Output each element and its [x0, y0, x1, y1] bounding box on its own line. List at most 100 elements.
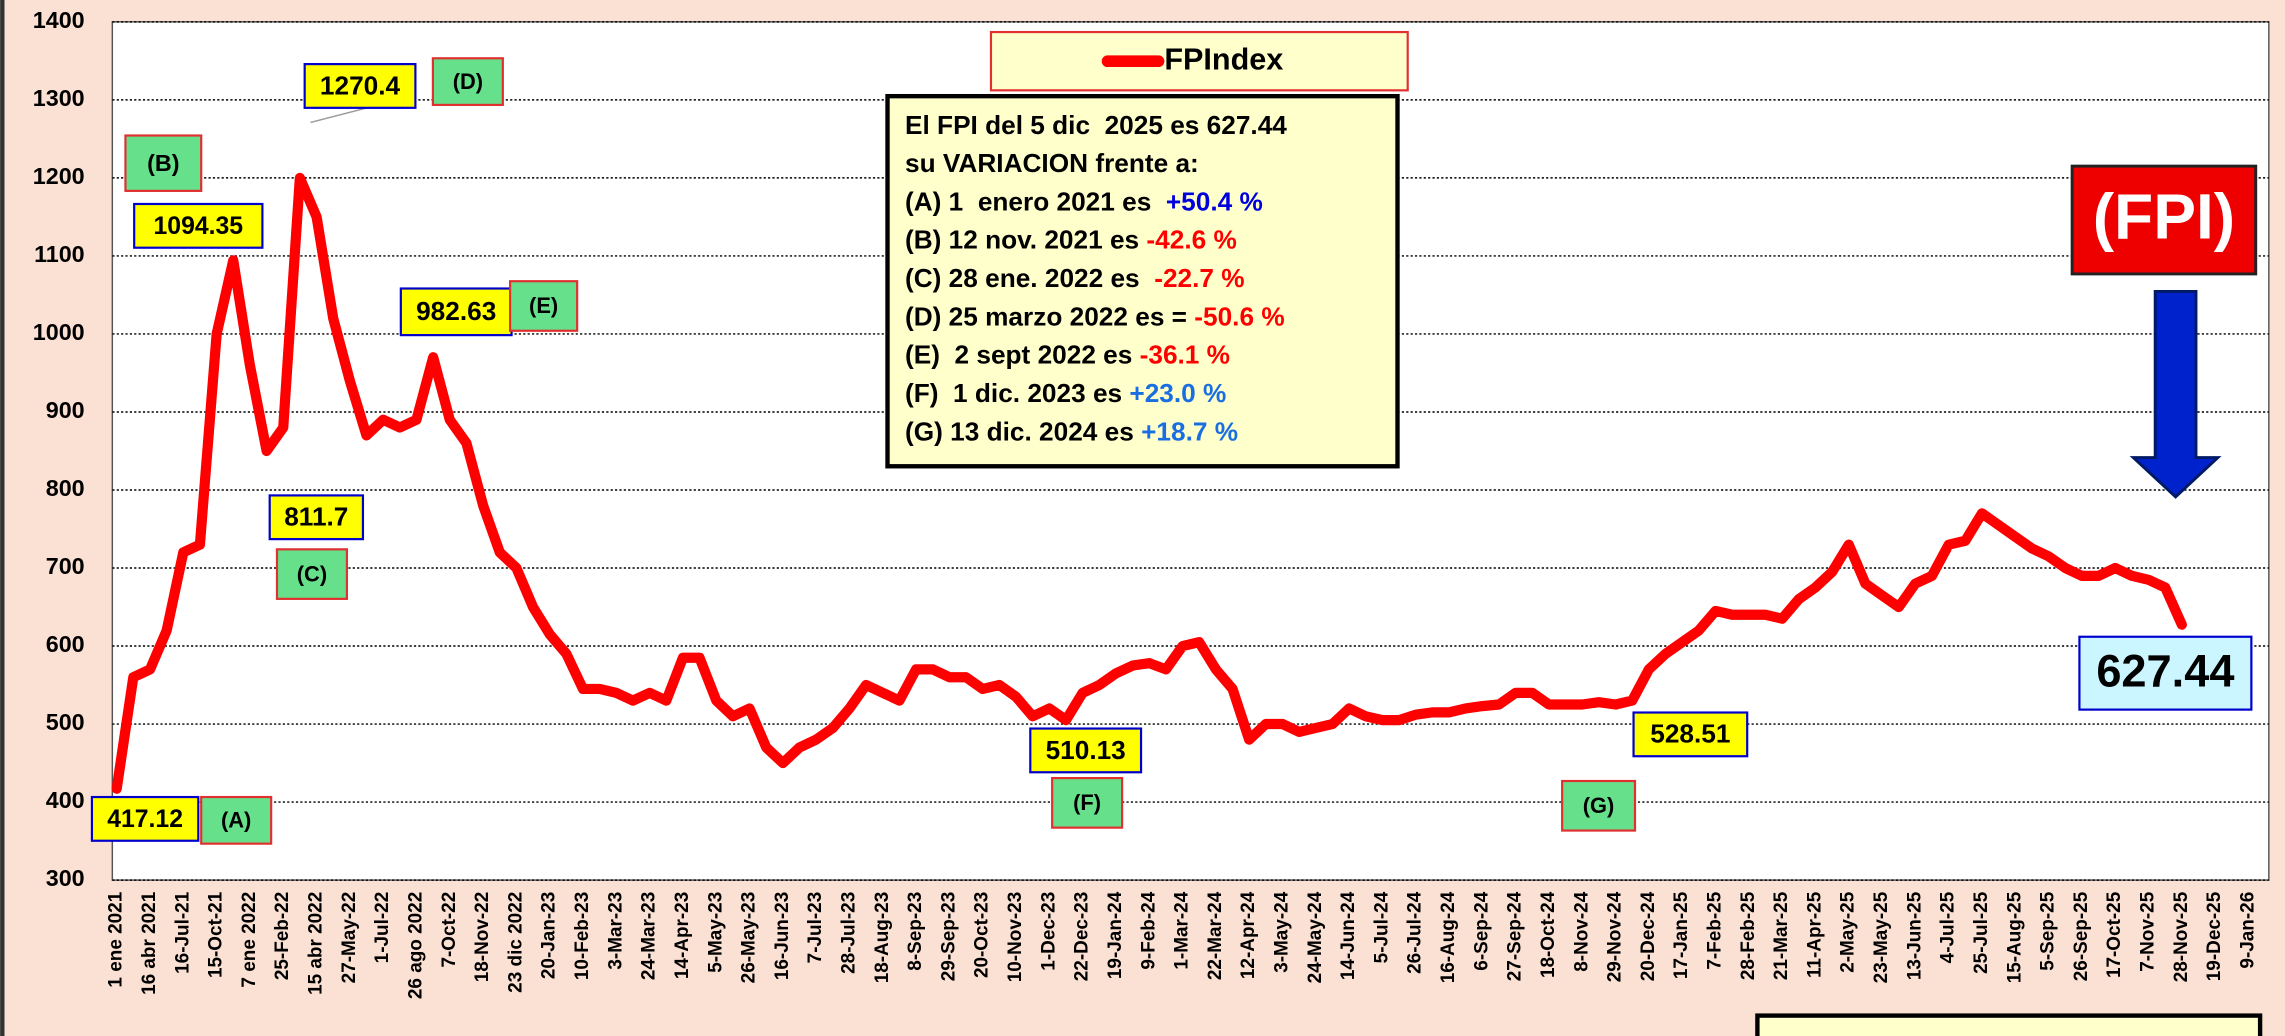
x-tick-label: 23-May-25 [1871, 892, 1892, 984]
annotation-box [200, 795, 273, 845]
y-tick-label: 800 [46, 475, 85, 501]
info-text: (G) 13 dic. 2024 es [905, 416, 1141, 446]
x-tick-label: 26 ago 2022 [405, 892, 426, 999]
x-tick-label: 24-May-24 [1305, 891, 1326, 983]
info-line: (C) 28 ene. 2022 es -22.7 % [905, 263, 1245, 293]
x-tick-label: 1-Dec-23 [1038, 892, 1059, 971]
x-tick-label: 10-Nov-23 [1005, 892, 1026, 983]
annotation-label: (B) [147, 150, 179, 176]
x-tick-label: 5-Sep-25 [2038, 892, 2059, 971]
x-tick-label: 13-Jun-25 [1904, 892, 1925, 980]
leader-line [310, 107, 368, 124]
x-tick-label: 16-Aug-24 [1438, 891, 1459, 983]
annotation-label: 982.63 [416, 296, 496, 326]
x-tick-label: 25-Feb-22 [272, 892, 293, 980]
annotation-box [1561, 779, 1637, 832]
x-tick-label: 17-Jan-25 [1671, 892, 1692, 979]
annotation-label: 417.12 [107, 806, 183, 833]
annotation-box [1051, 777, 1124, 829]
annotation-label: 1094.35 [154, 213, 244, 240]
x-tick-label: 23 dic 2022 [505, 892, 526, 993]
annotation-box [275, 548, 349, 600]
x-tick-label: 26-Jul-24 [1405, 891, 1426, 974]
x-tick-label: 16 abr 2021 [139, 892, 160, 995]
annotation-box [268, 494, 365, 541]
x-tick-label: 19-Dec-25 [2204, 892, 2225, 981]
x-tick-label: 29-Nov-24 [1605, 891, 1626, 982]
info-line: su VARIACION frente a: [905, 148, 1199, 178]
annotation-label: (G) [1583, 793, 1615, 818]
info-line: (A) 1 enero 2021 es +50.4 % [905, 186, 1263, 216]
annotation-box [431, 57, 504, 107]
annotation-label: (C) [297, 561, 327, 586]
y-tick-label: 1100 [34, 241, 85, 267]
x-tick-label: 1-Mar-24 [1172, 891, 1193, 969]
x-tick-label: 16-Jun-23 [772, 892, 793, 980]
y-tick-label: 1000 [33, 319, 85, 345]
badge: (FPI) [2093, 180, 2235, 252]
y-tick-label: 700 [46, 553, 85, 579]
info-change: -42.6 % [1146, 225, 1236, 255]
x-tick-label: 14-Apr-23 [672, 892, 693, 979]
annotation-box [124, 134, 203, 192]
info-change: -36.1 % [1140, 340, 1230, 370]
x-tick-label: 5-Jul-24 [1371, 891, 1392, 963]
annotation-box [133, 202, 264, 249]
x-tick-label: 24-Mar-23 [639, 892, 660, 980]
x-tick-label: 15 abr 2022 [306, 892, 327, 995]
x-tick-label: 15-Aug-25 [2004, 892, 2025, 984]
badge-box [2070, 164, 2258, 276]
frame-edge [0, 0, 5, 1036]
x-tick-label: 7-Feb-25 [1705, 892, 1726, 970]
x-tick-label: 7-Jul-23 [805, 892, 826, 964]
x-tick-label: 4-Jul-25 [1938, 892, 1959, 964]
info-text: su VARIACION frente a: [905, 148, 1199, 178]
y-tick-label: 500 [46, 709, 85, 735]
y-tick-label: 600 [46, 631, 85, 657]
series-line [111, 172, 2187, 794]
x-tick-label: 6-Sep-24 [1471, 891, 1492, 970]
info-text: El FPI del 5 dic 2025 es 627.44 [905, 110, 1287, 140]
annotation-label: 1270.4 [320, 70, 401, 100]
info-text: (A) 1 enero 2021 es [905, 186, 1166, 216]
annotation-box [90, 795, 200, 842]
x-tick-label: 14-Jun-24 [1338, 891, 1359, 980]
x-tick-label: 11-Apr-25 [1804, 892, 1825, 978]
annotation-label: 627.44 [2096, 646, 2234, 697]
y-tick-label: 300 [46, 865, 85, 891]
x-tick-label: 20-Oct-23 [972, 892, 993, 978]
x-tick-label: 28-Jul-23 [838, 892, 859, 974]
annotation-label: (D) [453, 69, 483, 94]
x-tick-label: 20-Dec-24 [1638, 891, 1659, 981]
x-tick-label: 22-Mar-24 [1205, 891, 1226, 980]
x-tick-label: 8-Sep-23 [905, 892, 926, 971]
x-tick-label: 28-Feb-25 [1738, 892, 1759, 980]
annotation-label: 811.7 [284, 502, 348, 532]
info-text: (B) 12 nov. 2021 es [905, 225, 1146, 255]
annotation-box [509, 280, 579, 332]
info-text: (D) 25 marzo 2022 es = [905, 301, 1194, 331]
x-tick-label: 19-Jan-24 [1105, 891, 1126, 979]
info-text: (C) 28 ene. 2022 es [905, 263, 1154, 293]
legend-label: FPIndex [1164, 42, 1283, 76]
y-tick-label: 1400 [33, 7, 85, 33]
x-tick-label: 9-Jan-26 [2237, 892, 2258, 969]
x-tick-label: 18-Oct-24 [1538, 891, 1559, 978]
x-tick-label: 27-Sep-24 [1505, 891, 1526, 981]
annotation-box [1632, 711, 1749, 758]
annotation-label: (E) [529, 293, 558, 318]
x-tick-label: 27-May-22 [339, 892, 360, 984]
series [111, 172, 2187, 794]
cut-box [1755, 1013, 2263, 1036]
x-tick-label: 7-Nov-25 [2138, 892, 2159, 972]
info-change: +23.0 % [1129, 378, 1226, 408]
y-tick-label: 1300 [33, 85, 85, 111]
x-tick-label: 21-Mar-25 [1771, 892, 1792, 980]
info-text: (F) 1 dic. 2023 es [905, 378, 1129, 408]
info-box [885, 93, 1400, 469]
annotation-box [1029, 727, 1143, 774]
x-tick-label: 26-Sep-25 [2071, 892, 2092, 981]
x-tick-label: 26-May-23 [739, 892, 760, 984]
